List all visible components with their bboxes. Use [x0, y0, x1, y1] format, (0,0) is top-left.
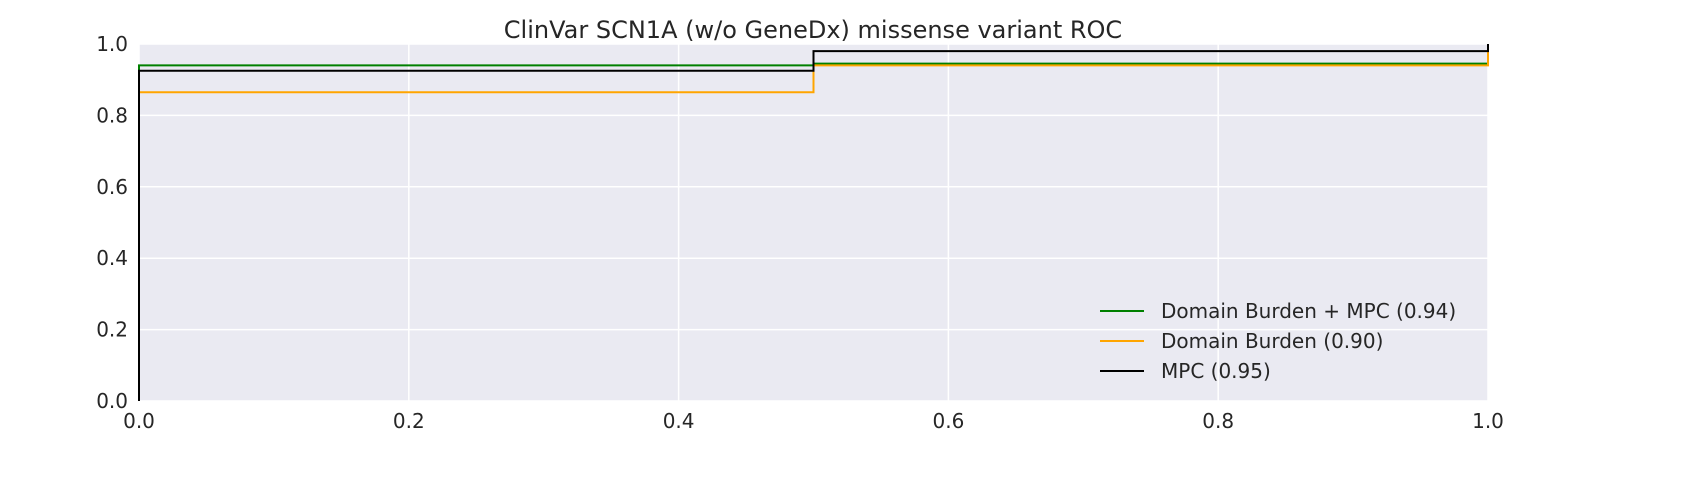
y-tick-label: 1.0 — [96, 32, 128, 56]
legend: Domain Burden + MPC (0.94) Domain Burden … — [1100, 299, 1456, 383]
legend-label: MPC (0.95) — [1161, 359, 1271, 383]
series-line — [138, 44, 1489, 401]
x-tick-label: 0.4 — [663, 409, 695, 433]
x-tick-label: 0.0 — [123, 409, 155, 433]
y-tick-label: 0.2 — [96, 318, 128, 342]
x-tick-label: 0.6 — [932, 409, 964, 433]
x-tick-label: 1.0 — [1472, 409, 1504, 433]
series-lines — [138, 44, 1489, 401]
x-tick-label: 0.2 — [393, 409, 425, 433]
x-axis-ticks: 0.0 0.2 0.4 0.6 0.8 1.0 — [123, 409, 1504, 433]
y-tick-label: 0.0 — [96, 389, 128, 413]
chart-title: ClinVar SCN1A (w/o GeneDx) missense vari… — [504, 16, 1122, 44]
plot-background — [139, 44, 1488, 401]
x-tick-label: 0.8 — [1202, 409, 1234, 433]
legend-label: Domain Burden + MPC (0.94) — [1161, 299, 1456, 323]
y-tick-label: 0.4 — [96, 246, 128, 270]
y-tick-label: 0.6 — [96, 175, 128, 199]
grid-lines — [138, 43, 1489, 402]
y-axis-ticks: 0.0 0.2 0.4 0.6 0.8 1.0 — [96, 32, 128, 413]
y-tick-label: 0.8 — [96, 103, 128, 127]
legend-label: Domain Burden (0.90) — [1161, 329, 1383, 353]
